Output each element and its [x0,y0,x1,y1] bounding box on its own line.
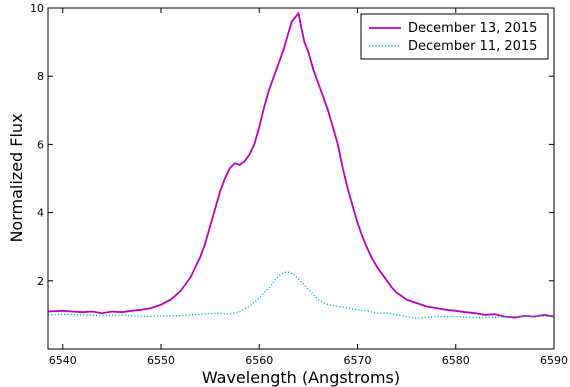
x-tick-label: 6550 [147,354,175,367]
x-axis-label: Wavelength (Angstroms) [202,368,400,387]
x-tick-label: 6580 [442,354,470,367]
y-tick-label: 2 [37,275,44,288]
x-tick-label: 6590 [540,354,568,367]
series-layer [48,12,554,319]
plot-frame [47,7,555,350]
y-tick-label: 6 [37,138,44,151]
y-axis-label: Normalized Flux [7,113,26,242]
legend-box [360,13,549,60]
y-tick-label: 10 [30,2,44,15]
x-tick-label: 6570 [343,354,371,367]
ticks-layer: 6540 6550 6560 6570 6580 6590 2 4 6 8 10 [30,2,568,367]
x-tick-label: 6540 [49,354,77,367]
x-tick-label: 6560 [245,354,273,367]
y-tick-label: 8 [37,70,44,83]
legend: December 13, 2015 December 11, 2015 [360,13,549,60]
y-tick-label: 4 [37,207,44,220]
legend-label-dec-13: December 13, 2015 [408,21,537,36]
legend-label-dec-11: December 11, 2015 [408,39,537,54]
series-line-0 [48,12,554,319]
series-line-1 [48,271,554,319]
